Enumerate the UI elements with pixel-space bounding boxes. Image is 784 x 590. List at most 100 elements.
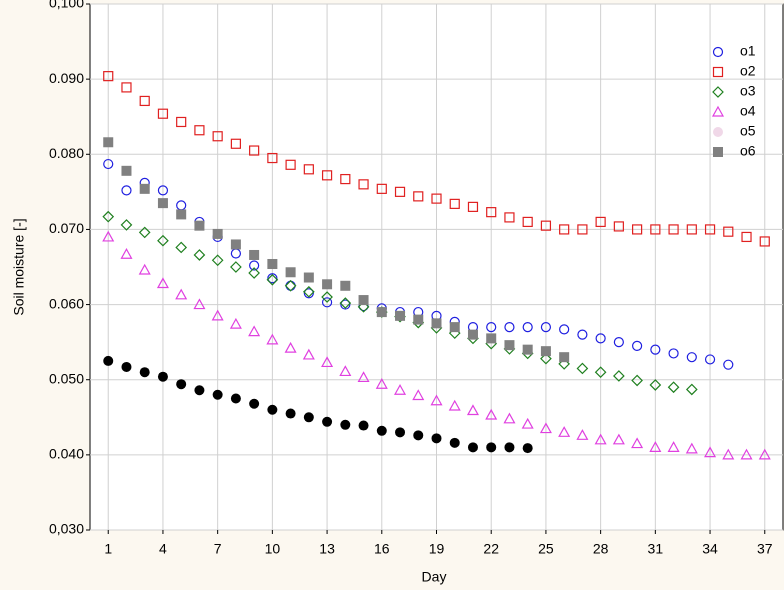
data-point: [723, 359, 734, 370]
data-point: [613, 221, 624, 232]
legend-label: o5: [740, 123, 756, 139]
data-point: [357, 300, 370, 313]
data-point: [103, 137, 114, 148]
data-point: [685, 383, 698, 396]
data-point: [759, 236, 770, 247]
data-point: [229, 317, 242, 329]
data-point: [376, 307, 387, 318]
data-point: [577, 224, 588, 235]
data-point: [521, 417, 534, 429]
data-point: [522, 216, 533, 228]
data-point: [322, 416, 333, 427]
legend-marker: [712, 66, 724, 78]
data-point: [467, 201, 479, 212]
data-point: [395, 310, 406, 321]
x-tick-label: 1: [104, 541, 112, 557]
x-tick-label: 25: [538, 541, 554, 557]
data-point: [303, 412, 314, 423]
legend-marker: [713, 127, 723, 137]
legend-label: o1: [740, 43, 756, 59]
data-point: [486, 207, 497, 218]
data-point: [284, 279, 297, 292]
y-tick-label: 0.080: [49, 145, 84, 161]
data-point: [412, 389, 425, 401]
data-point: [102, 210, 115, 223]
data-point: [121, 185, 132, 196]
data-point: [704, 446, 717, 458]
x-tick-label: 7: [214, 541, 222, 557]
data-point: [540, 322, 552, 333]
data-point: [685, 442, 698, 454]
data-point: [176, 379, 187, 390]
data-point: [704, 354, 716, 365]
data-point: [668, 348, 679, 359]
data-point: [722, 448, 735, 460]
data-point: [139, 95, 150, 107]
data-point: [431, 433, 442, 444]
data-point: [576, 362, 589, 375]
data-point: [285, 267, 296, 278]
data-point: [103, 158, 114, 170]
data-point: [321, 297, 333, 308]
data-point: [230, 261, 242, 273]
data-point: [486, 322, 497, 333]
data-point: [284, 341, 297, 353]
data-point: [522, 443, 533, 454]
data-point: [285, 159, 296, 170]
data-point: [540, 346, 551, 357]
y-tick-label: 0.070: [49, 220, 84, 236]
data-point: [394, 383, 407, 395]
y-tick-label: 0.090: [49, 70, 84, 86]
data-point: [667, 381, 680, 394]
data-point: [302, 285, 315, 298]
data-point: [267, 152, 278, 164]
data-point: [540, 352, 552, 365]
x-tick-label: 28: [593, 541, 609, 557]
data-point: [339, 297, 352, 309]
data-point: [376, 425, 387, 436]
data-point: [303, 164, 314, 175]
data-point: [559, 324, 570, 335]
data-point: [157, 198, 168, 209]
x-tick-label: 22: [483, 541, 499, 557]
data-point: [486, 333, 497, 344]
data-point: [266, 333, 279, 345]
data-point: [558, 358, 571, 370]
data-point: [212, 389, 223, 400]
data-point: [138, 263, 151, 275]
data-point: [376, 183, 387, 194]
data-point: [120, 247, 133, 259]
data-point: [522, 322, 533, 333]
data-point: [448, 399, 461, 411]
data-point: [649, 379, 662, 391]
data-point: [267, 273, 278, 284]
legend-label: o4: [740, 103, 756, 119]
y-tick-label: 0,030: [49, 521, 84, 537]
data-point: [175, 288, 188, 300]
data-point: [211, 254, 224, 267]
data-point: [302, 348, 315, 360]
data-point: [649, 441, 662, 452]
x-tick-label: 13: [319, 541, 335, 557]
data-point: [394, 186, 406, 197]
data-point: [504, 322, 515, 333]
data-point: [559, 224, 570, 235]
data-point: [322, 279, 333, 290]
data-point: [121, 82, 132, 93]
data-point: [212, 228, 223, 239]
data-point: [212, 131, 223, 142]
data-point: [486, 442, 497, 453]
data-point: [594, 433, 607, 445]
legend-label: o6: [740, 143, 756, 159]
data-point: [631, 437, 644, 449]
data-point: [449, 437, 460, 448]
data-point: [650, 224, 661, 235]
data-point: [668, 224, 679, 235]
data-point: [139, 367, 150, 378]
x-tick-label: 4: [159, 541, 167, 557]
data-point: [340, 173, 351, 185]
data-point: [248, 325, 261, 337]
data-point: [157, 108, 169, 119]
data-point: [741, 231, 752, 243]
